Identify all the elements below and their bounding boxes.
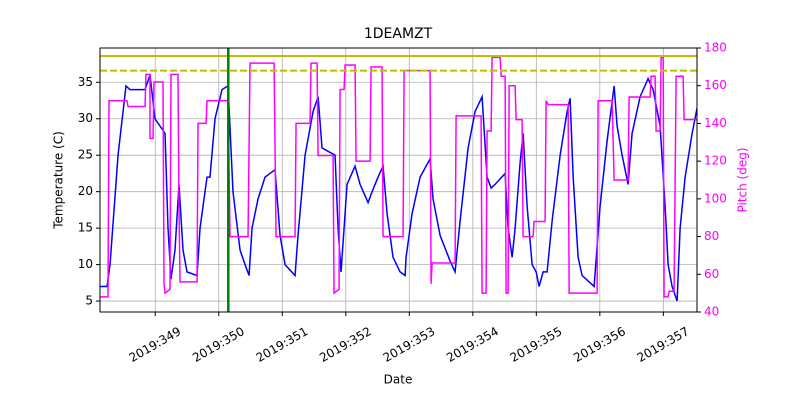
x-axis-label: Date [384,373,413,387]
y2-axis-label: Pitch (deg) [736,147,750,212]
y-tick-label: 20 [78,184,93,198]
y-tick-label: 35 [78,75,93,89]
y-tick-label: 25 [78,148,93,162]
y2-tick-label: 80 [704,229,719,243]
y-tick-label: 30 [78,111,93,125]
y2-tick-label: 180 [704,41,727,55]
y-axis-label: Temperature (C) [52,131,66,230]
y2-tick-label: 60 [704,267,719,281]
y2-tick-label: 140 [704,116,727,130]
plot-frame [99,47,698,313]
y2-tick-label: 100 [704,191,727,205]
data-line [100,74,697,302]
y-tick-label: 10 [78,257,93,271]
y2-tick-label: 120 [704,154,727,168]
y2-tick-label: 40 [704,305,719,319]
y2-tick-label: 160 [704,78,727,92]
chart-title: 1DEAMZT [364,26,433,42]
y-tick-label: 5 [85,294,93,308]
data-line [100,56,697,298]
y-tick-label: 15 [78,221,93,235]
